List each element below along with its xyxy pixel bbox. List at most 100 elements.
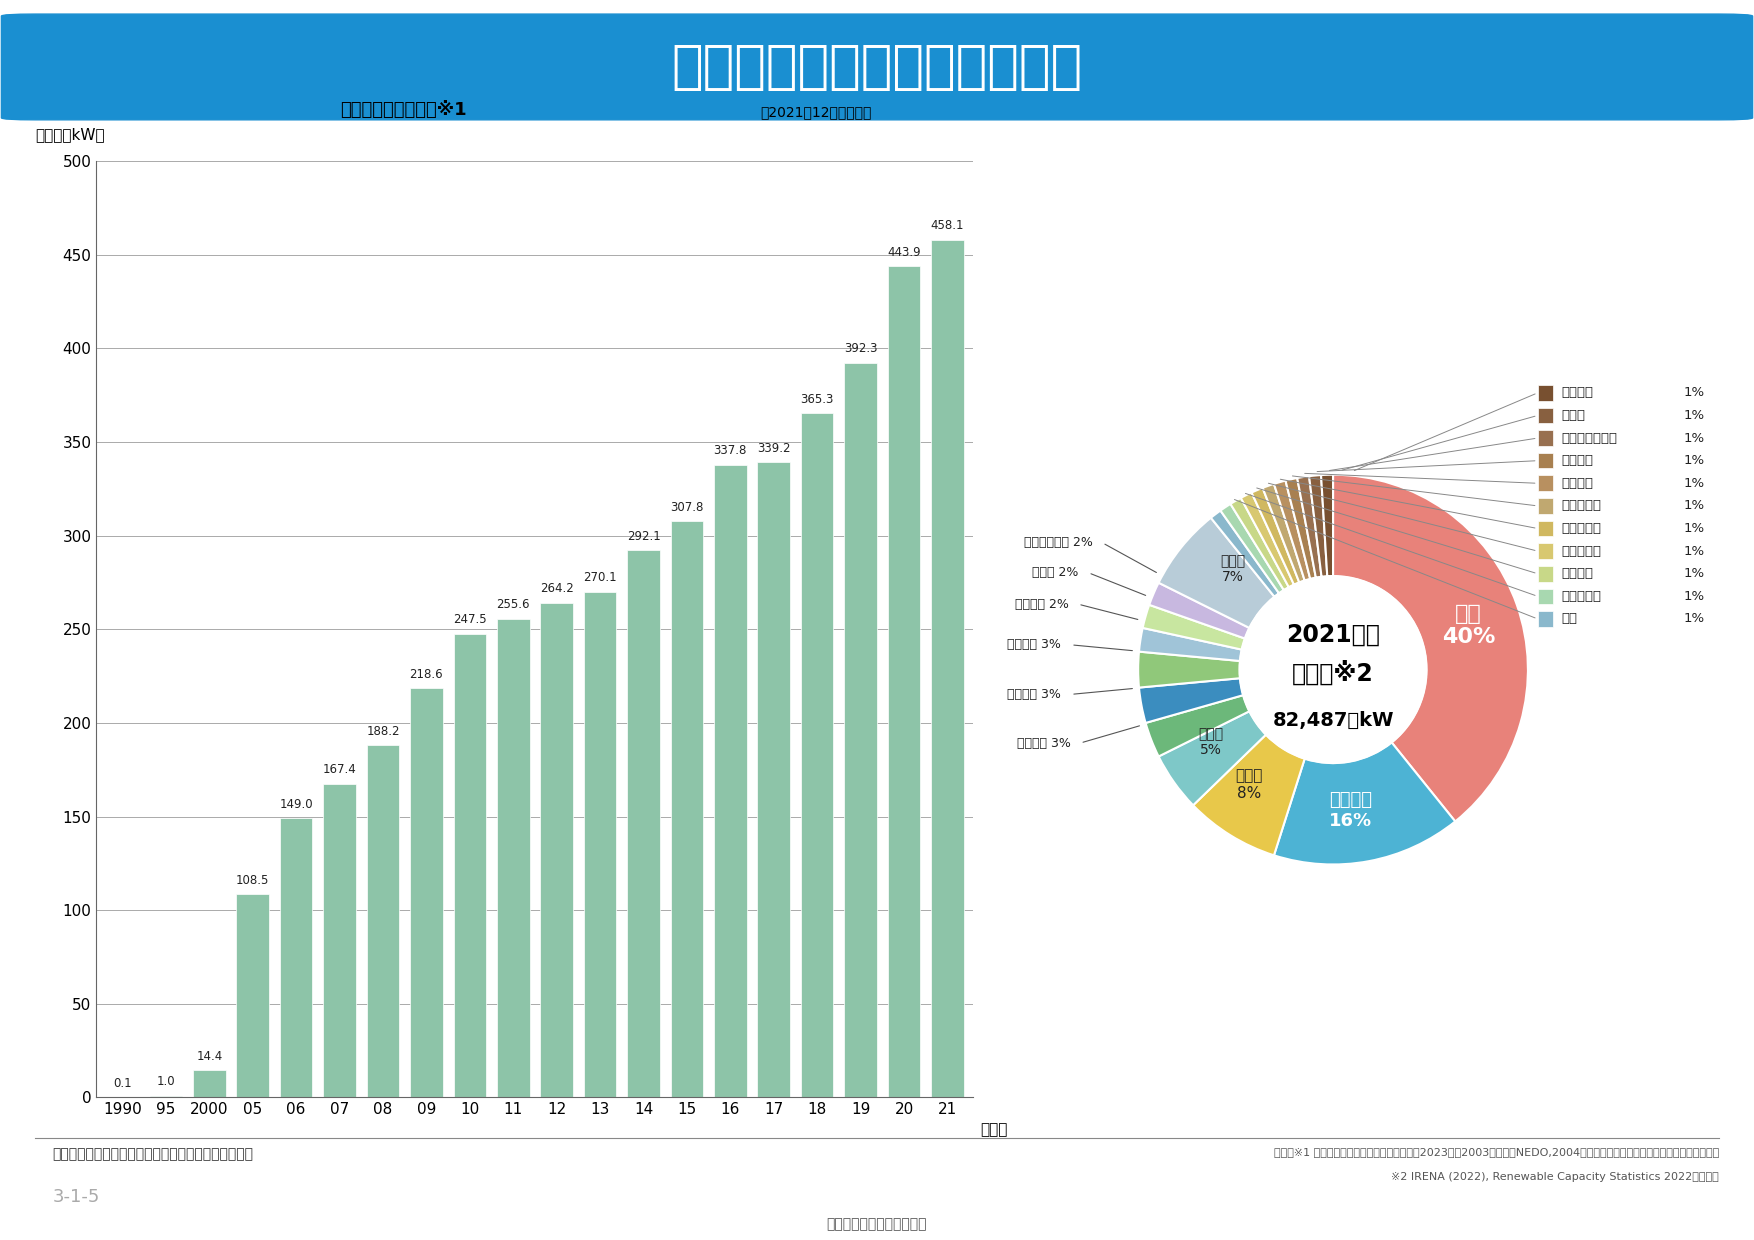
Bar (281, 818, 312, 1097)
Wedge shape (1193, 735, 1305, 856)
Text: 108.5: 108.5 (237, 874, 270, 887)
Text: 337.8: 337.8 (714, 444, 747, 458)
Text: メキシコ: メキシコ (1561, 477, 1593, 490)
Wedge shape (1273, 481, 1310, 580)
Text: 392.3: 392.3 (844, 342, 877, 356)
Text: 0.1: 0.1 (114, 1076, 132, 1090)
Bar (931, 239, 963, 1097)
Text: （注）四捨五入の関係で合計値が合わない場合がある: （注）四捨五入の関係で合計値が合わない場合がある (53, 1147, 254, 1161)
Text: 1%: 1% (1684, 544, 1705, 558)
Text: 247.5: 247.5 (453, 614, 486, 626)
Bar (367, 745, 400, 1097)
Wedge shape (1221, 503, 1284, 593)
Circle shape (1240, 577, 1426, 763)
Text: 458.1: 458.1 (931, 219, 965, 232)
Text: 累計（万kW）: 累計（万kW） (35, 128, 105, 143)
Bar (1538, 453, 1554, 469)
Bar (888, 267, 921, 1097)
Bar (1538, 386, 1554, 401)
Text: スウェーデン 2%: スウェーデン 2% (1024, 537, 1093, 549)
Text: 270.1: 270.1 (584, 572, 617, 584)
Text: 日本: 日本 (1561, 613, 1577, 625)
Wedge shape (1145, 696, 1249, 756)
Text: 82,487万kW: 82,487万kW (1272, 711, 1394, 730)
Text: 339.2: 339.2 (758, 441, 791, 455)
Wedge shape (1263, 484, 1305, 583)
Text: スペイン 3%: スペイン 3% (1017, 737, 1070, 749)
Bar (802, 413, 833, 1097)
Text: デンマーク: デンマーク (1561, 500, 1601, 512)
Text: 2021年末: 2021年末 (1286, 622, 1380, 646)
Text: 365.3: 365.3 (800, 393, 833, 405)
Text: 188.2: 188.2 (367, 724, 400, 738)
Text: （2021年12月末現在）: （2021年12月末現在） (759, 105, 872, 119)
Bar (1538, 589, 1554, 604)
Text: 1%: 1% (1684, 590, 1705, 603)
Bar (714, 465, 747, 1097)
Bar (1538, 565, 1554, 582)
Bar (1538, 498, 1554, 513)
Bar (844, 363, 877, 1097)
Text: フランス 2%: フランス 2% (1014, 598, 1068, 610)
Bar (1538, 408, 1554, 423)
Text: ベルギー: ベルギー (1561, 567, 1593, 580)
Text: 1.0: 1.0 (156, 1075, 175, 1087)
Wedge shape (1273, 743, 1456, 864)
Wedge shape (1298, 476, 1321, 578)
Bar (323, 784, 356, 1097)
Wedge shape (1142, 605, 1245, 650)
Wedge shape (1321, 475, 1333, 577)
Bar (1538, 475, 1554, 491)
Wedge shape (1138, 627, 1242, 661)
Text: ブラジル 3%: ブラジル 3% (1007, 639, 1061, 651)
Text: 1%: 1% (1684, 613, 1705, 625)
Text: 中国
40%: 中国 40% (1442, 604, 1494, 647)
Text: ドイツ
8%: ドイツ 8% (1237, 769, 1263, 801)
Text: 307.8: 307.8 (670, 501, 703, 513)
Text: 1%: 1% (1684, 522, 1705, 534)
Wedge shape (1286, 479, 1316, 579)
Text: アメリカ
16%: アメリカ 16% (1330, 791, 1372, 830)
Bar (454, 634, 486, 1097)
Wedge shape (1159, 712, 1266, 805)
Bar (1538, 611, 1554, 626)
Text: ※2 IRENA (2022), Renewable Capacity Statistics 2022より作成: ※2 IRENA (2022), Renewable Capacity Stat… (1391, 1172, 1719, 1182)
Text: 14.4: 14.4 (196, 1050, 223, 1063)
Bar (670, 521, 703, 1097)
Bar (758, 463, 789, 1097)
Text: イギリス 3%: イギリス 3% (1007, 688, 1061, 701)
Bar (1538, 521, 1554, 536)
Wedge shape (1149, 583, 1249, 639)
Wedge shape (1138, 651, 1240, 688)
Bar (149, 1095, 182, 1097)
Text: カナダ 2%: カナダ 2% (1033, 567, 1079, 579)
Text: 255.6: 255.6 (496, 599, 530, 611)
Text: 1%: 1% (1684, 454, 1705, 467)
Bar (628, 551, 660, 1097)
Text: ポーランド: ポーランド (1561, 522, 1601, 534)
Text: 出典：※1 資源エネルギー庁「エネルギー白書2023」（2003年以前はNEDO,2004年度以降について日本風力発電協会より作成）: 出典：※1 資源エネルギー庁「エネルギー白書2023」（2003年以前はNEDO… (1273, 1147, 1719, 1157)
Wedge shape (1231, 498, 1289, 590)
Bar (496, 619, 530, 1097)
Bar (584, 591, 616, 1097)
Wedge shape (1308, 475, 1328, 577)
Wedge shape (1333, 475, 1528, 821)
Text: 264.2: 264.2 (540, 583, 574, 595)
Text: ポルトガル: ポルトガル (1561, 544, 1601, 558)
Text: オーストラリア: オーストラリア (1561, 432, 1617, 445)
Text: 日本の風力発電導入量の推移: 日本の風力発電導入量の推移 (672, 41, 1082, 93)
Text: 世界計※2: 世界計※2 (1293, 661, 1373, 686)
Text: ノルウェー: ノルウェー (1561, 590, 1601, 603)
Text: 3-1-5: 3-1-5 (53, 1188, 100, 1207)
Wedge shape (1252, 487, 1300, 584)
Bar (410, 688, 442, 1097)
Text: 1%: 1% (1684, 567, 1705, 580)
Text: トルコ: トルコ (1561, 409, 1586, 422)
Wedge shape (1138, 678, 1244, 723)
Text: 149.0: 149.0 (279, 797, 312, 811)
Text: 167.4: 167.4 (323, 764, 356, 776)
Bar (193, 1070, 226, 1097)
Text: 1%: 1% (1684, 387, 1705, 399)
Text: その他
7%: その他 7% (1219, 554, 1245, 584)
Text: 1%: 1% (1684, 500, 1705, 512)
